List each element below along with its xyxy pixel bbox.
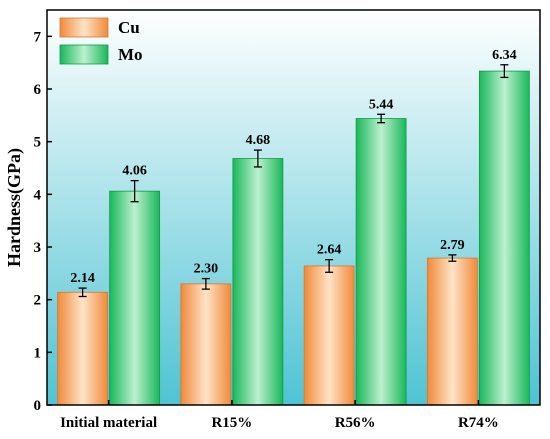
data-label-mo-3: 6.34: [492, 48, 517, 63]
bar-cu-1: [180, 283, 232, 406]
legend-label-cu: Cu: [118, 18, 140, 37]
legend-label-mo: Mo: [118, 45, 143, 64]
x-tick-label-3: R74%: [458, 415, 499, 431]
bar-mo-3: [478, 70, 530, 406]
error-bar-mo-1: [253, 149, 262, 168]
error-bars-layer: [78, 64, 509, 298]
y-axis-title: Hardness(GPa): [4, 148, 25, 267]
bar-mo-0: [109, 190, 161, 406]
legend-swatch-mo: [59, 44, 109, 65]
error-bar-cu-2: [325, 258, 334, 273]
data-label-cu-3: 2.79: [440, 238, 465, 253]
x-tick-label-1: R15%: [211, 415, 252, 431]
data-labels-layer: 2.14 2.30 2.64 2.79 4.06 4.68 5.44 6.34: [70, 48, 516, 286]
error-bar-mo-3: [500, 64, 509, 79]
data-label-mo-1: 4.68: [246, 133, 271, 148]
error-bar-cu-0: [78, 287, 87, 298]
y-tick-label-2: 2: [34, 293, 42, 309]
legend: Cu Mo: [59, 17, 143, 65]
y-tick-label-5: 5: [34, 135, 42, 151]
data-label-cu-2: 2.64: [317, 243, 342, 258]
data-label-cu-1: 2.30: [194, 262, 219, 277]
legend-swatch-cu: [59, 17, 109, 38]
x-tick-label-0: Initial material: [60, 415, 157, 431]
bars-layer: [57, 70, 530, 406]
data-label-cu-0: 2.14: [70, 271, 95, 286]
bar-cu-2: [303, 265, 355, 406]
plot-frame: [46, 9, 541, 406]
data-label-mo-2: 5.44: [369, 97, 394, 112]
error-bar-mo-2: [377, 113, 386, 124]
error-bar-mo-0: [130, 179, 139, 203]
y-tick-label-7: 7: [34, 29, 42, 45]
x-tick-label-2: R56%: [335, 415, 376, 431]
error-bar-cu-3: [448, 254, 457, 262]
bar-mo-1: [232, 158, 284, 406]
bar-cu-3: [426, 257, 478, 406]
data-label-mo-0: 4.06: [122, 164, 147, 179]
bar-cu-0: [57, 291, 109, 406]
y-tick-label-3: 3: [34, 240, 42, 256]
error-bar-cu-1: [201, 277, 210, 290]
y-tick-label-0: 0: [34, 398, 42, 414]
y-tick-label-1: 1: [34, 345, 42, 361]
axes-layer: 0 1 2 3 4 5 6 7 Initial material R15% R56% R74%: [34, 9, 541, 431]
bar-mo-2: [355, 118, 407, 406]
y-tick-label-6: 6: [34, 82, 42, 98]
y-tick-label-4: 4: [34, 187, 42, 203]
